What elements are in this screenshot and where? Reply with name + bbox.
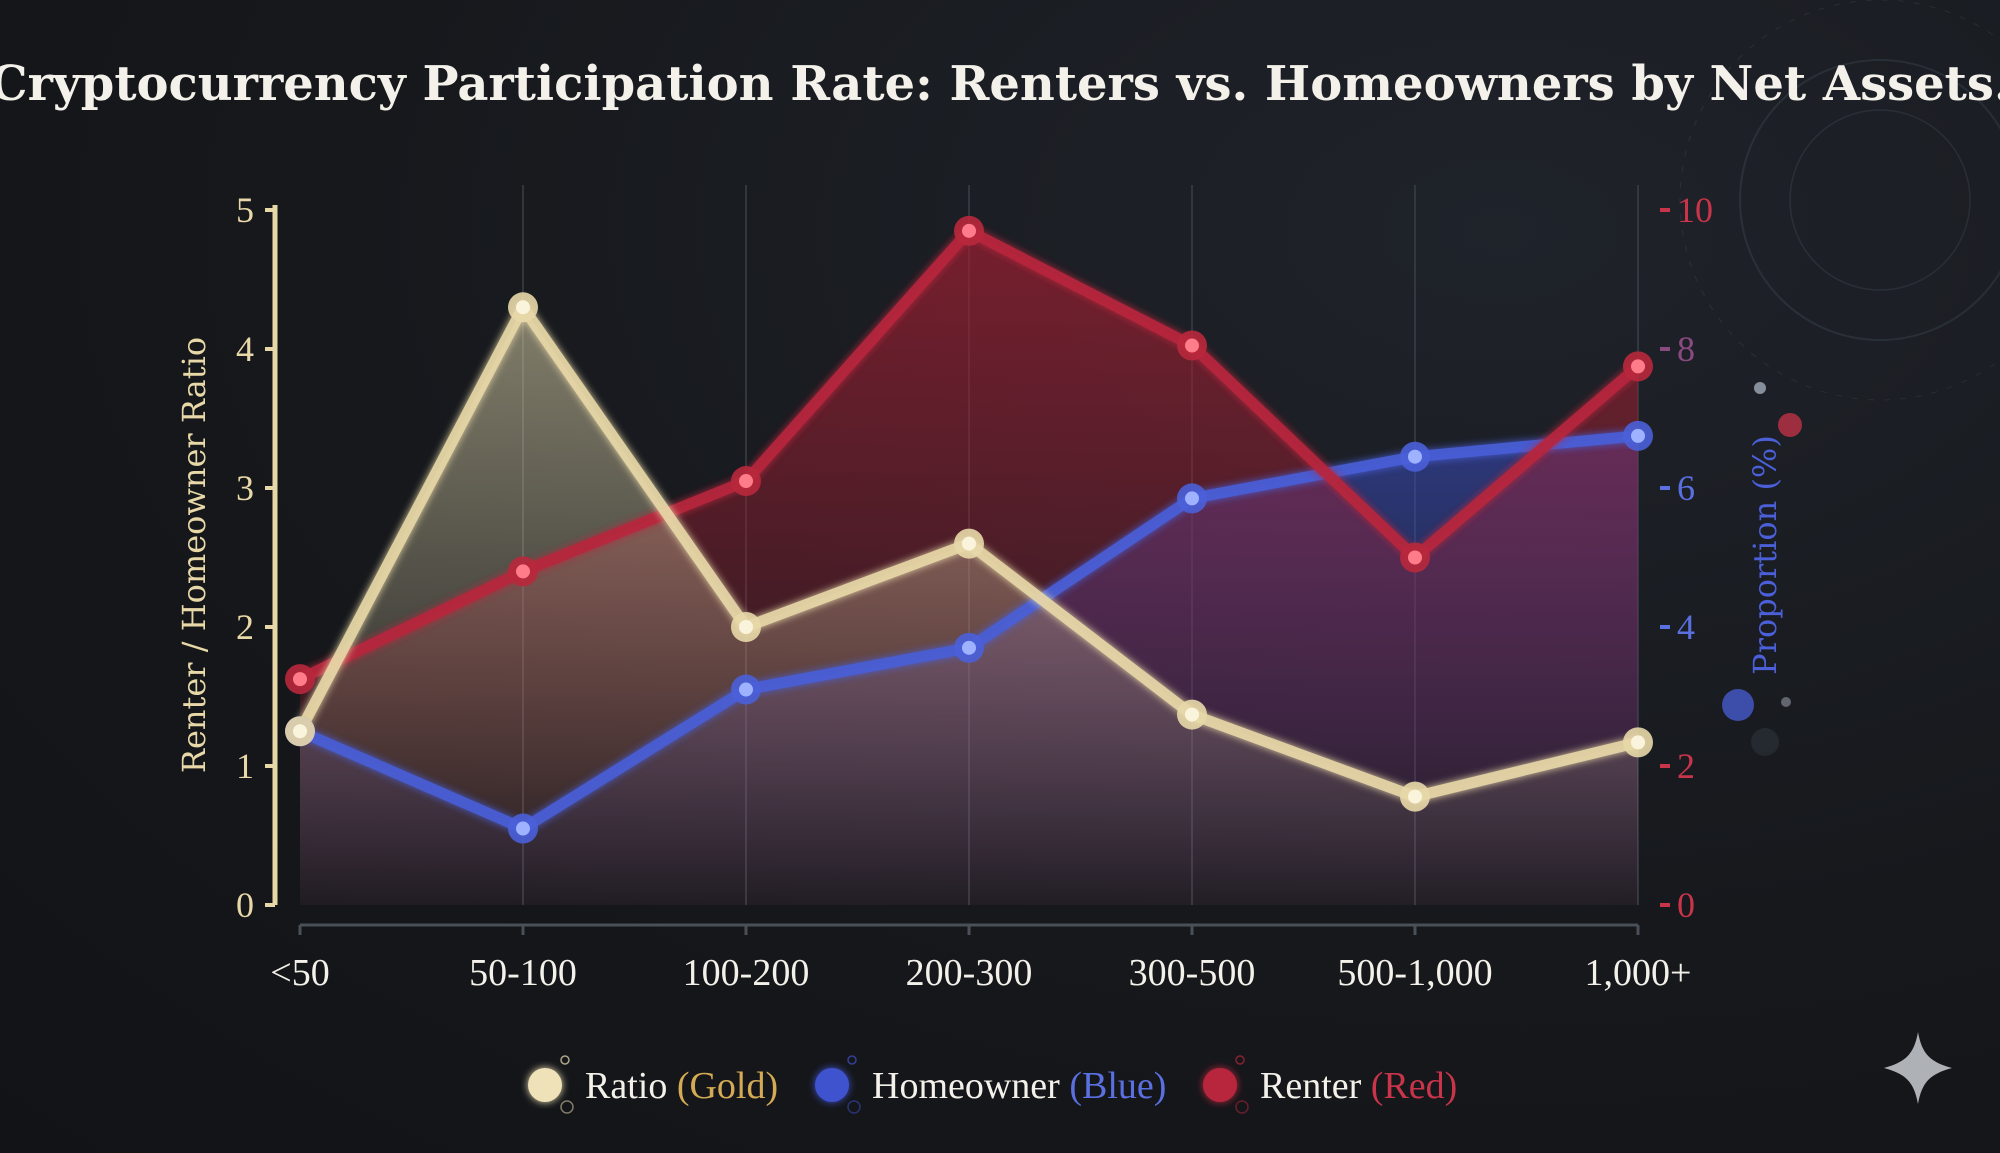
ratio-point: [1623, 727, 1653, 758]
decorative-bubble: [1754, 382, 1766, 394]
x-axis-tick-label: <50: [270, 952, 329, 994]
renter-point: [1177, 330, 1207, 361]
homeowner-point: [1177, 483, 1207, 514]
right-axis-label: Proportion (%): [1746, 435, 1784, 675]
ratio-point: [1177, 699, 1207, 730]
legend-marker-homeowner: [815, 1068, 849, 1102]
decorative-bubble: [1781, 697, 1791, 707]
legend-marker-renter: [1203, 1068, 1237, 1102]
x-axis-tick-label: 1,000+: [1585, 952, 1692, 994]
ratio-point: [731, 612, 761, 642]
left-axis-tick-label: 4: [236, 329, 254, 369]
right-axis-tick-label: 6: [1677, 468, 1695, 508]
right-axis-tick-label: 8: [1677, 329, 1695, 369]
x-axis-tick-label: 200-300: [906, 952, 1033, 994]
homeowner-point: [508, 813, 538, 844]
legend-item-homeowner: Homeowner (Blue): [815, 1055, 1166, 1114]
sparkle-icon: [1884, 1032, 1952, 1104]
homeowner-point: [1623, 420, 1653, 451]
x-axis-tick-label: 500-1,000: [1337, 952, 1492, 994]
left-axis-label: Renter / Homeowner Ratio: [175, 337, 213, 773]
left-axis-tick-label: 5: [236, 190, 254, 230]
renter-point: [508, 556, 538, 587]
legend-item-renter: Renter (Red): [1203, 1055, 1457, 1114]
right-axis-tick-label: 10: [1677, 190, 1713, 230]
x-axis-tick-label: 300-500: [1129, 952, 1256, 994]
homeowner-point: [731, 674, 761, 705]
left-axis-tick-label: 1: [236, 746, 254, 786]
homeowner-point: [954, 632, 984, 663]
left-axis-tick-label: 3: [236, 468, 254, 508]
renter-point: [1400, 542, 1430, 573]
renter-point: [1623, 351, 1653, 382]
right-axis-tick-label: 0: [1677, 885, 1695, 925]
x-axis-tick-label: 50-100: [469, 952, 577, 994]
legend-marker-ratio: [528, 1068, 562, 1102]
renter-point: [285, 664, 315, 695]
ratio-point: [954, 528, 984, 559]
right-axis-tick-label: 2: [1677, 746, 1695, 786]
homeowner-point: [1400, 441, 1430, 472]
legend: Ratio (Gold) Homeowner (Blue) Renter (Red): [528, 382, 1802, 1114]
ratio-point: [508, 292, 538, 323]
renter-point: [731, 466, 761, 497]
ratio-point: [1400, 781, 1430, 812]
series-areas: [300, 230, 1638, 905]
legend-label-ratio: Ratio (Gold): [585, 1065, 778, 1107]
series-points: [285, 215, 1653, 844]
decorative-bubble: [1751, 728, 1779, 756]
x-axis-tick-label: 100-200: [683, 952, 810, 994]
chart-title-group: Cryptocurrency Participation Rate: Rente…: [0, 56, 2000, 112]
decorative-bubble: [1722, 689, 1754, 721]
background-decoration: [1679, 0, 2000, 401]
legend-label-homeowner: Homeowner (Blue): [872, 1065, 1166, 1107]
axes: 0 1 2 3 4 5 0 2 4 6 8 10 <50 50-100 100-200 200-300 300-…: [236, 190, 1713, 994]
decorative-bubble: [1778, 413, 1802, 437]
legend-item-ratio: Ratio (Gold): [528, 1055, 778, 1114]
ratio-point: [285, 716, 315, 747]
renter-point: [954, 215, 984, 246]
legend-label-renter: Renter (Red): [1260, 1065, 1457, 1107]
chart-title: Cryptocurrency Participation Rate: Rente…: [0, 56, 2000, 112]
left-axis-tick-label: 0: [236, 885, 254, 925]
right-axis-tick-label: 4: [1677, 607, 1695, 647]
left-axis-tick-label: 2: [236, 607, 254, 647]
